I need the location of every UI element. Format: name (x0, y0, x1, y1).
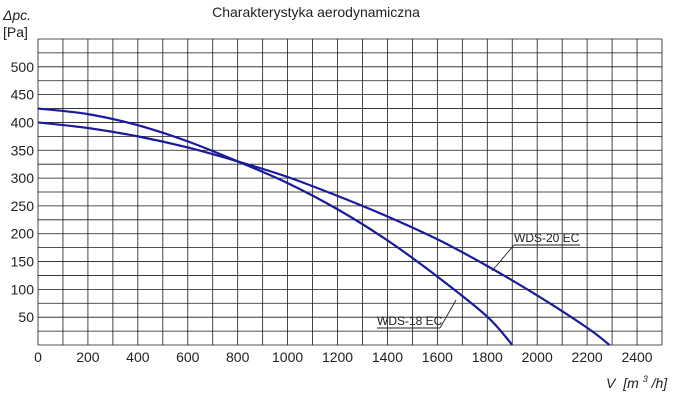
x-tick-label: 600 (176, 349, 200, 365)
series-line-wds-20-ec (37, 121, 611, 346)
series-line-wds-18-ec (37, 107, 514, 346)
y-tick-label: 450 (11, 87, 35, 103)
x-tick-label: 2200 (572, 349, 603, 365)
x-tick-label: 400 (126, 349, 150, 365)
x-tick-label: 0 (34, 349, 42, 365)
y-tick-label: 100 (11, 281, 35, 297)
x-axis-unit-suffix: /h] (651, 375, 669, 391)
y-tick-label: 300 (11, 170, 35, 186)
x-tick-label: 1200 (322, 349, 353, 365)
tick-labels: 0 200 400 600 800 1000 1200 1400 1600 1800 2000 220… (11, 59, 653, 365)
annotations: WDS-20 EC WDS-18 EC (377, 231, 580, 329)
y-tick-label: 200 (11, 226, 35, 242)
x-tick-label: 200 (76, 349, 100, 365)
x-axis-unit-prefix: [m (622, 375, 639, 391)
x-tick-label: 2400 (621, 349, 652, 365)
annotation-leader (439, 299, 457, 329)
y-tick-label: 400 (11, 114, 35, 130)
x-axis-unit-sup: 3 (643, 374, 648, 384)
x-axis-symbol: V (606, 375, 617, 391)
annotation-label: WDS-18 EC (377, 314, 443, 328)
x-tick-label: 1000 (272, 349, 303, 365)
y-tick-label: 250 (11, 198, 35, 214)
x-axis-title: V [m 3 /h] (606, 369, 668, 391)
x-tick-label: 2000 (522, 349, 553, 365)
y-tick-label: 150 (11, 254, 35, 270)
x-tick-label: 800 (226, 349, 250, 365)
series-group (37, 107, 611, 346)
annotation-label: WDS-20 EC (514, 231, 580, 245)
grid (37, 38, 663, 346)
chart-title: Charakterystyka aerodynamiczna (212, 4, 420, 20)
y-tick-label: 500 (11, 59, 35, 75)
y-tick-label: 350 (11, 142, 35, 158)
x-tick-label: 1800 (472, 349, 503, 365)
annotation-leader (491, 244, 515, 272)
y-axis-unit: [Pa] (3, 24, 28, 40)
y-tick-label: 50 (18, 309, 34, 325)
x-tick-label: 1400 (372, 349, 403, 365)
x-tick-label: 1600 (422, 349, 453, 365)
y-axis-symbol: Δpc. (2, 7, 31, 23)
